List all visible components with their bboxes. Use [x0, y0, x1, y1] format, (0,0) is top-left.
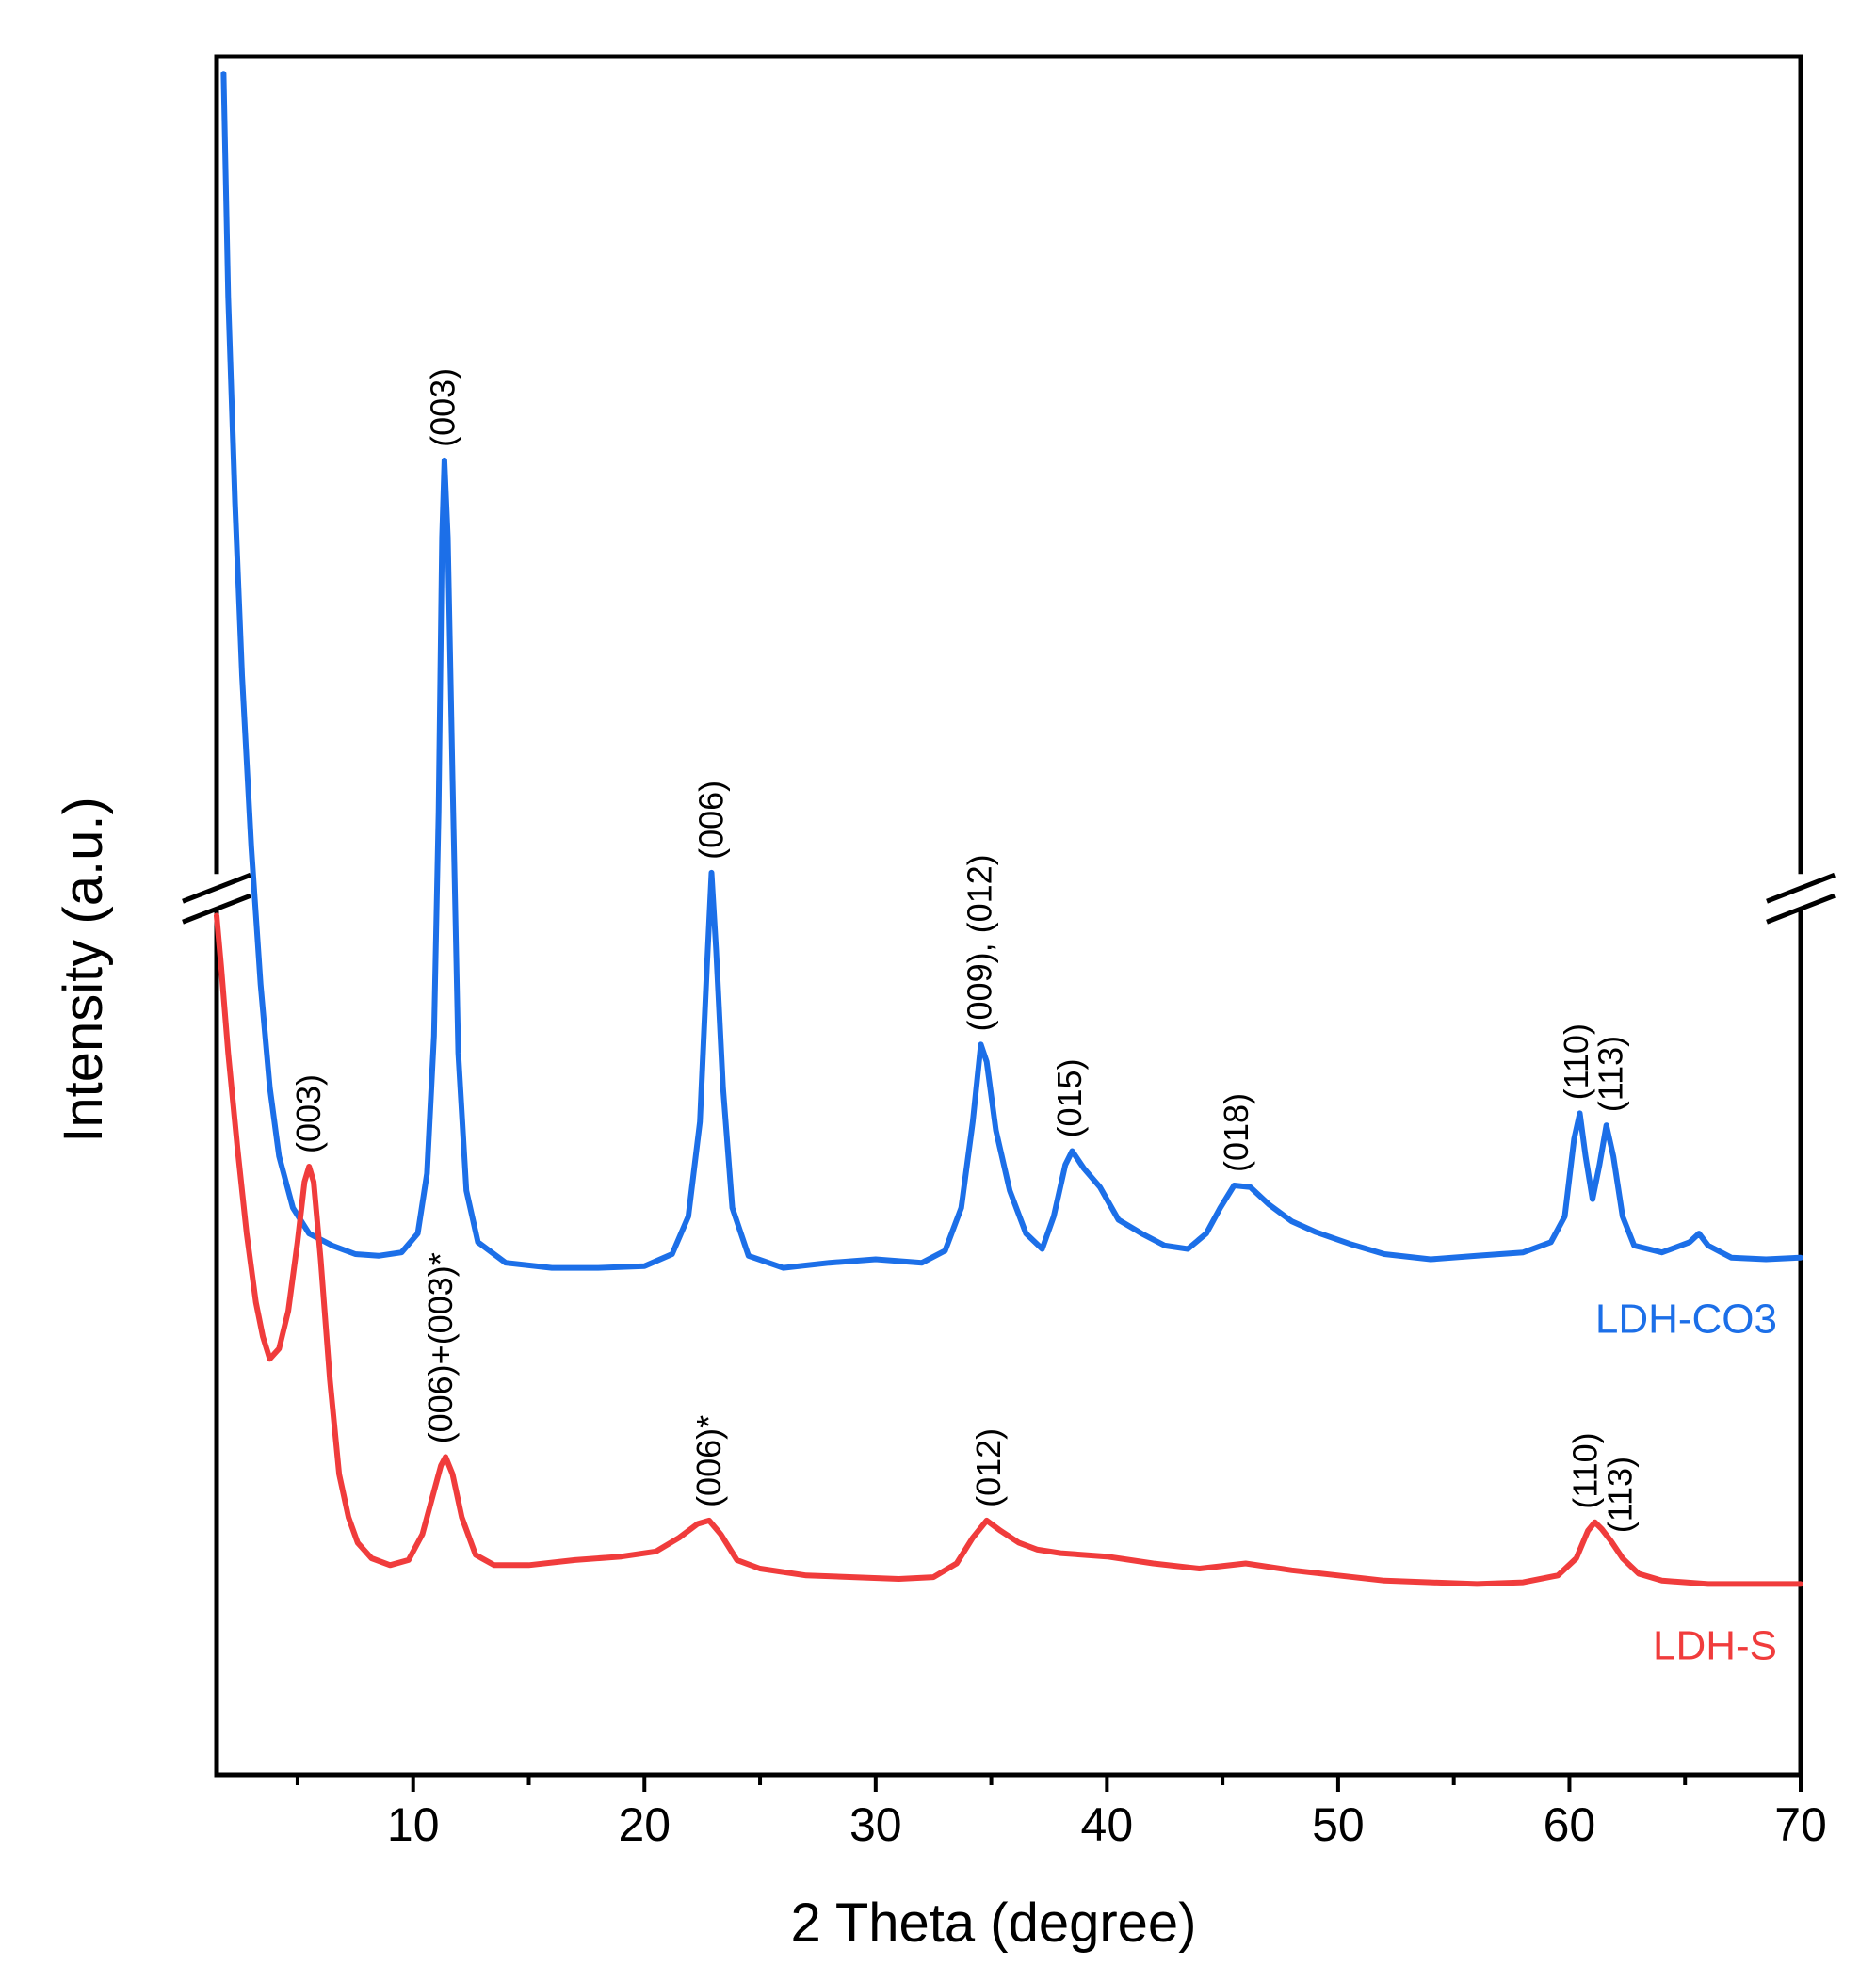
- peak-label: (003): [289, 1074, 328, 1153]
- peak-label: (110): [1566, 1432, 1605, 1508]
- peak-label: (006)+(003)*: [421, 1252, 460, 1443]
- series-line-ldh-co3: [220, 71, 1803, 1271]
- axis-break-mark-left: [182, 893, 251, 925]
- legend-label-ldh-s: LDH-S: [1653, 1622, 1777, 1668]
- x-tick-label: 40: [1081, 1798, 1134, 1851]
- x-tick-label: 60: [1544, 1798, 1596, 1851]
- peak-label: (113): [1592, 1036, 1630, 1112]
- x-tick-label: 10: [387, 1798, 440, 1851]
- x-tick-label: 30: [849, 1798, 902, 1851]
- peak-label: (110): [1557, 1023, 1595, 1100]
- y-axis-title: Intensity (a.u.): [53, 797, 114, 1142]
- peak-label: (006)*: [689, 1415, 728, 1507]
- peak-label: (009), (012): [960, 854, 998, 1031]
- peak-label: (018): [1217, 1093, 1255, 1172]
- x-tick-label: 50: [1312, 1798, 1365, 1851]
- x-axis-title: 2 Theta (degree): [791, 1893, 1197, 1954]
- peak-label: (015): [1050, 1058, 1089, 1137]
- legend-label-ldh-co3: LDH-CO3: [1595, 1297, 1777, 1343]
- axis-break-mark-left: [182, 872, 251, 904]
- series-group: [214, 71, 1803, 1587]
- peak-label: (012): [969, 1428, 1008, 1507]
- axis-break-mark-right: [1766, 872, 1836, 904]
- peak-label: (003): [424, 368, 462, 447]
- x-tick-label: 20: [618, 1798, 671, 1851]
- axis-break-mark-right: [1766, 893, 1836, 925]
- peak-label: (006): [691, 781, 730, 860]
- annotations-group: (003)(006)(009), (012)(015) (018)(110)(11…: [289, 368, 1639, 1533]
- axes-group: 10 20 30 40 50 60 70: [179, 54, 1838, 1851]
- legend-group: LDH-CO3 LDH-S: [1595, 1297, 1777, 1669]
- series-line-ldh-s: [214, 912, 1803, 1587]
- x-tick-label: 70: [1774, 1798, 1827, 1851]
- peak-label: (113): [1600, 1457, 1639, 1533]
